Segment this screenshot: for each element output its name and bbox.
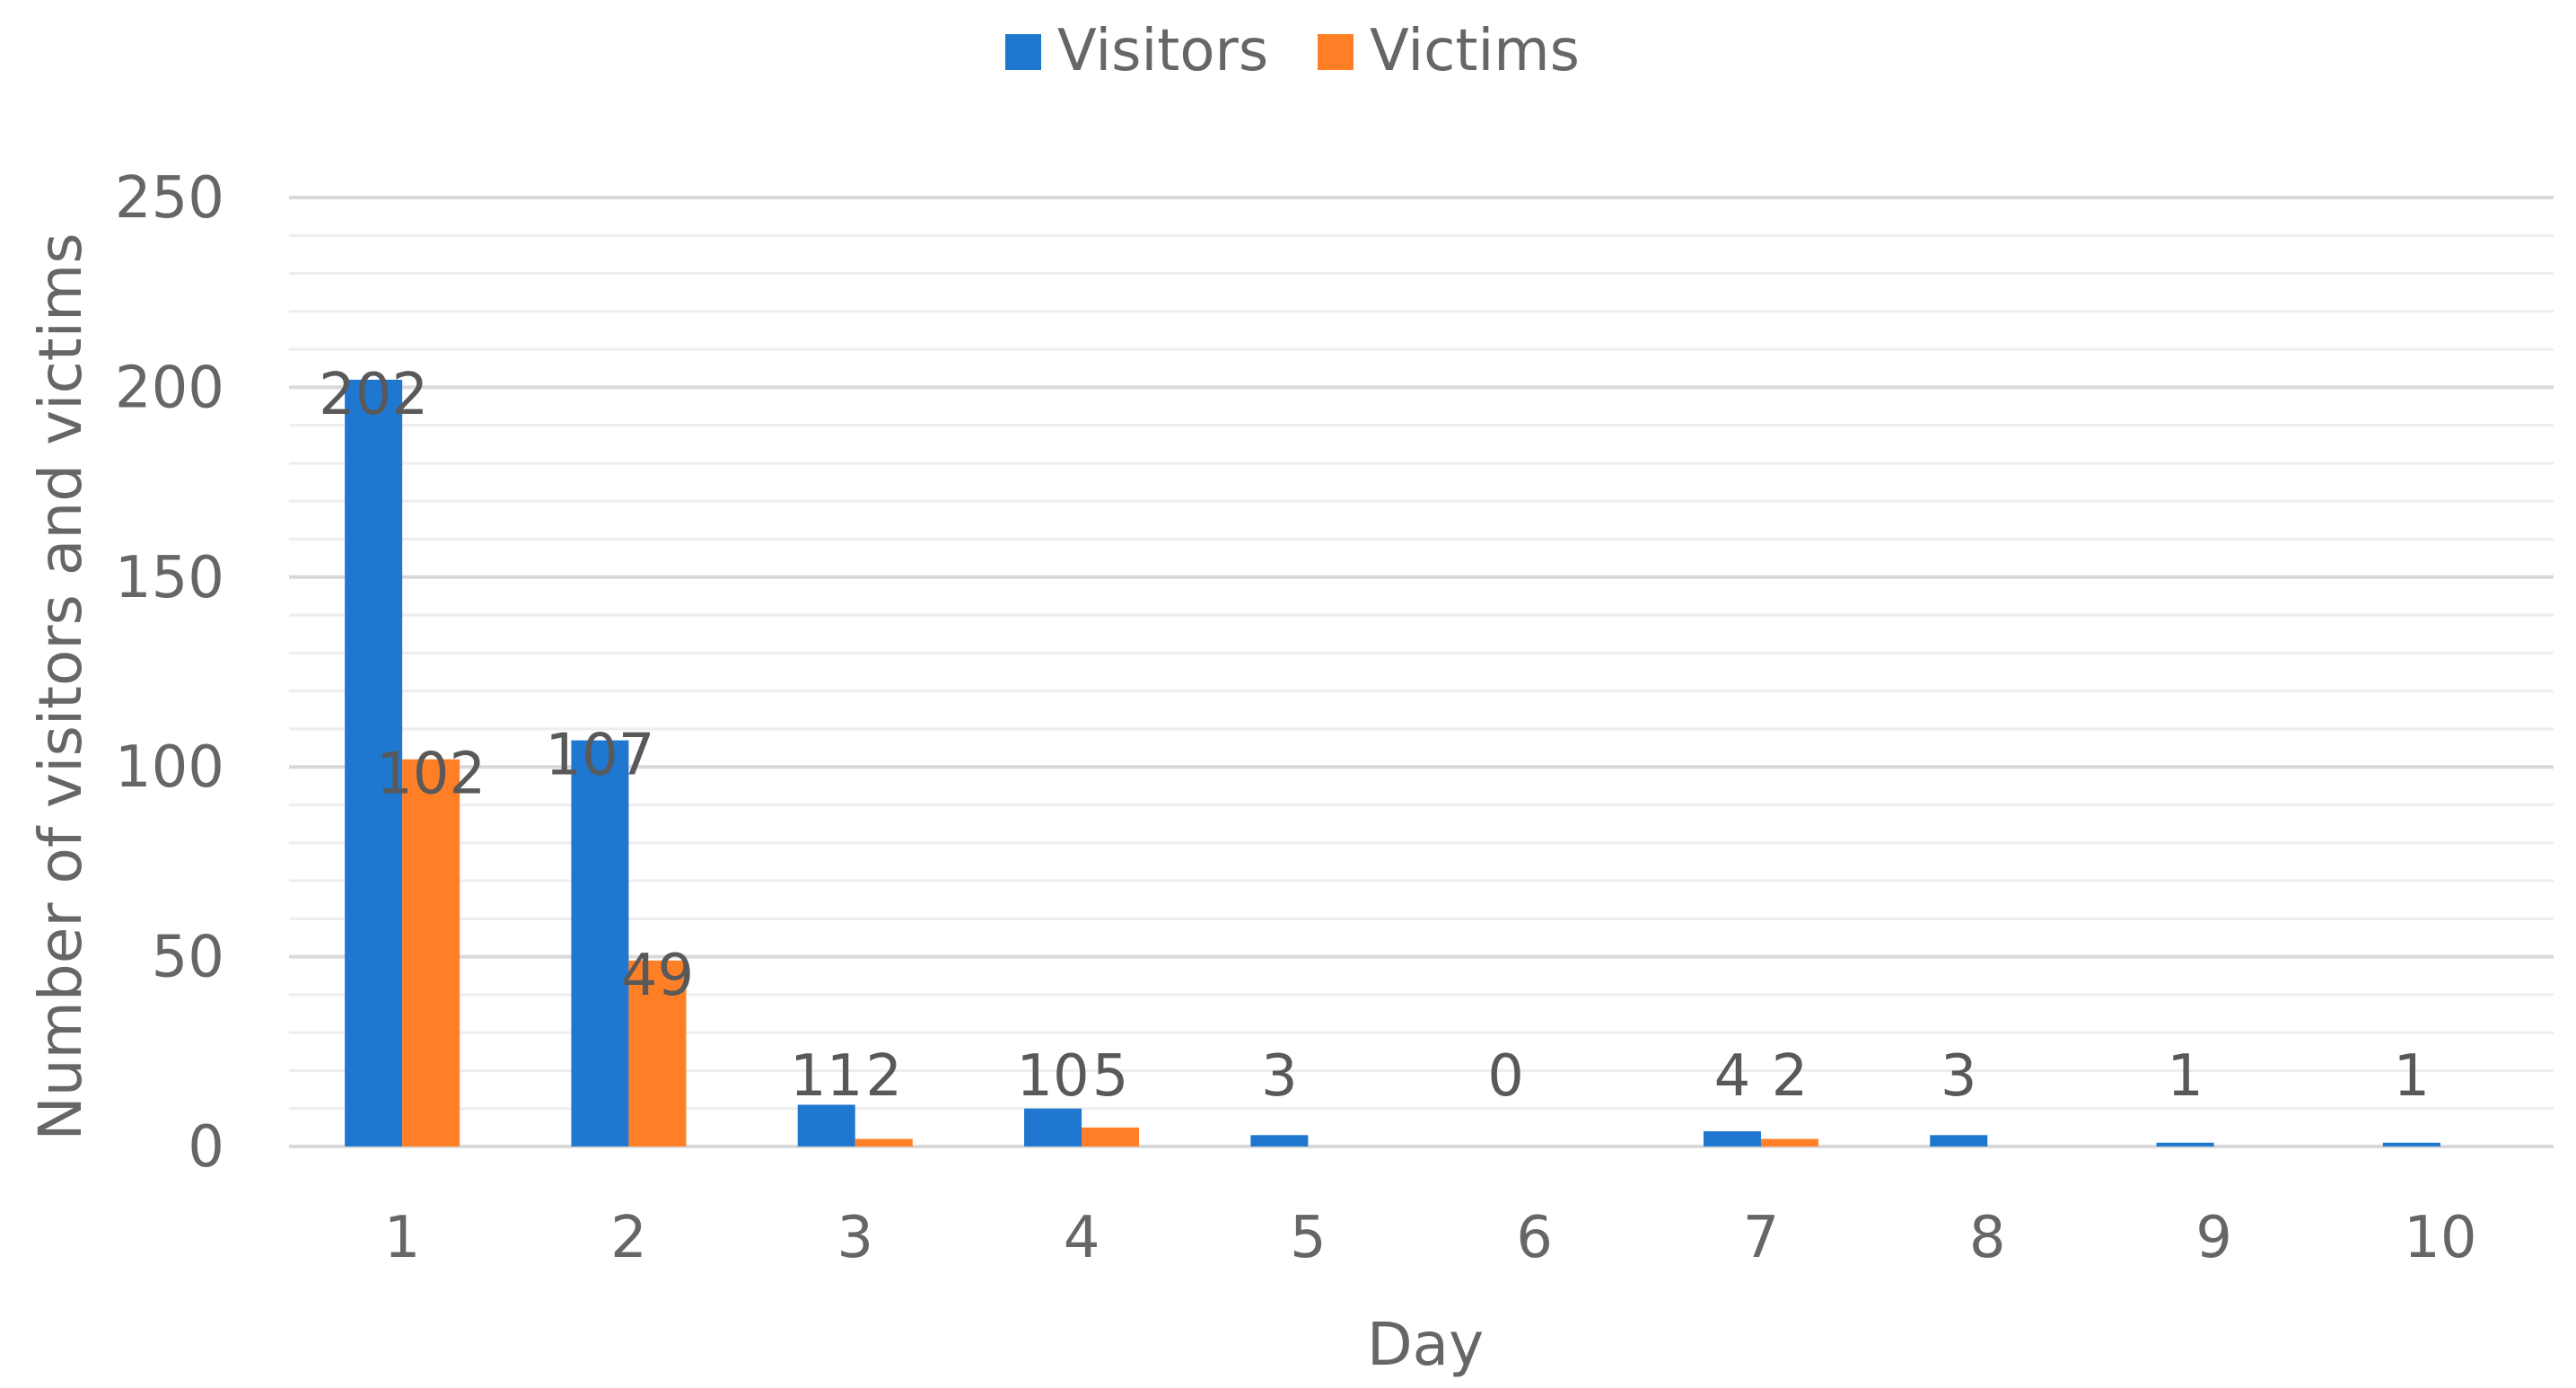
x-tick-label: 5 [1290,1205,1327,1271]
legend: Visitors Victims [1005,18,1580,84]
y-tick-label: 200 [115,355,224,421]
data-label: 3 [1261,1043,1298,1110]
y-tick-label: 100 [115,734,224,801]
x-tick-labels: 1 2 3 4 5 6 7 8 9 10 [384,1205,2477,1271]
bar-visitors-day-9 [2156,1142,2214,1146]
data-label: 1 [2167,1043,2204,1110]
bar-visitors-day-7 [1703,1131,1761,1146]
data-label: 5 [1092,1043,1129,1110]
bar-visitors-day-1 [345,379,403,1147]
bar-victims-day-7 [1760,1138,1818,1146]
bar-visitors-day-3 [797,1104,855,1146]
bar-victims-day-3 [854,1138,913,1146]
data-label: 107 [545,723,654,789]
x-tick-label: 4 [1064,1205,1100,1271]
x-tick-label: 10 [2404,1205,2476,1271]
data-label: 11 [790,1043,863,1110]
bar-visitors-day-8 [1930,1135,1988,1146]
data-label: 10 [1016,1043,1089,1110]
bar-visitors-day-2 [571,740,629,1146]
legend-swatch-visitors [1005,34,1041,70]
x-tick-label: 2 [610,1205,647,1271]
bar-visitors-day-5 [1250,1135,1309,1146]
data-label: 202 [319,362,428,428]
bar-victims-day-1 [402,759,460,1146]
legend-label-victims: Victims [1370,18,1580,84]
bar-victims-day-2 [628,960,687,1146]
data-label: 3 [1941,1043,1977,1110]
x-tick-label: 8 [1969,1205,2006,1271]
bars [345,379,2440,1147]
data-label: 2 [1772,1043,1809,1110]
x-tick-label: 1 [384,1205,421,1271]
bar-victims-day-4 [1082,1127,1140,1146]
data-label: 4 [1714,1043,1751,1110]
legend-label-visitors: Visitors [1057,18,1268,84]
data-label: 2 [865,1043,902,1110]
bar-visitors-day-10 [2382,1142,2440,1146]
y-tick-label: 150 [115,545,224,611]
y-axis-title: Number of visitors and victims [26,233,95,1140]
y-tick-labels: 0 50 100 150 200 250 [115,165,224,1181]
x-axis-title: Day [1367,1310,1484,1379]
y-tick-label: 0 [188,1114,224,1181]
x-tick-label: 7 [1743,1205,1780,1271]
data-label: 102 [376,742,486,808]
legend-swatch-victims [1318,34,1354,70]
data-label: 1 [2393,1043,2430,1110]
x-tick-label: 3 [837,1205,873,1271]
data-label: 49 [621,943,694,1009]
data-label: 0 [1487,1043,1524,1110]
gridlines [289,196,2554,1148]
x-tick-label: 9 [2195,1205,2232,1271]
bar-visitors-day-4 [1024,1108,1082,1146]
y-tick-label: 50 [152,925,224,991]
x-tick-label: 6 [1516,1205,1553,1271]
y-tick-label: 250 [115,165,224,232]
